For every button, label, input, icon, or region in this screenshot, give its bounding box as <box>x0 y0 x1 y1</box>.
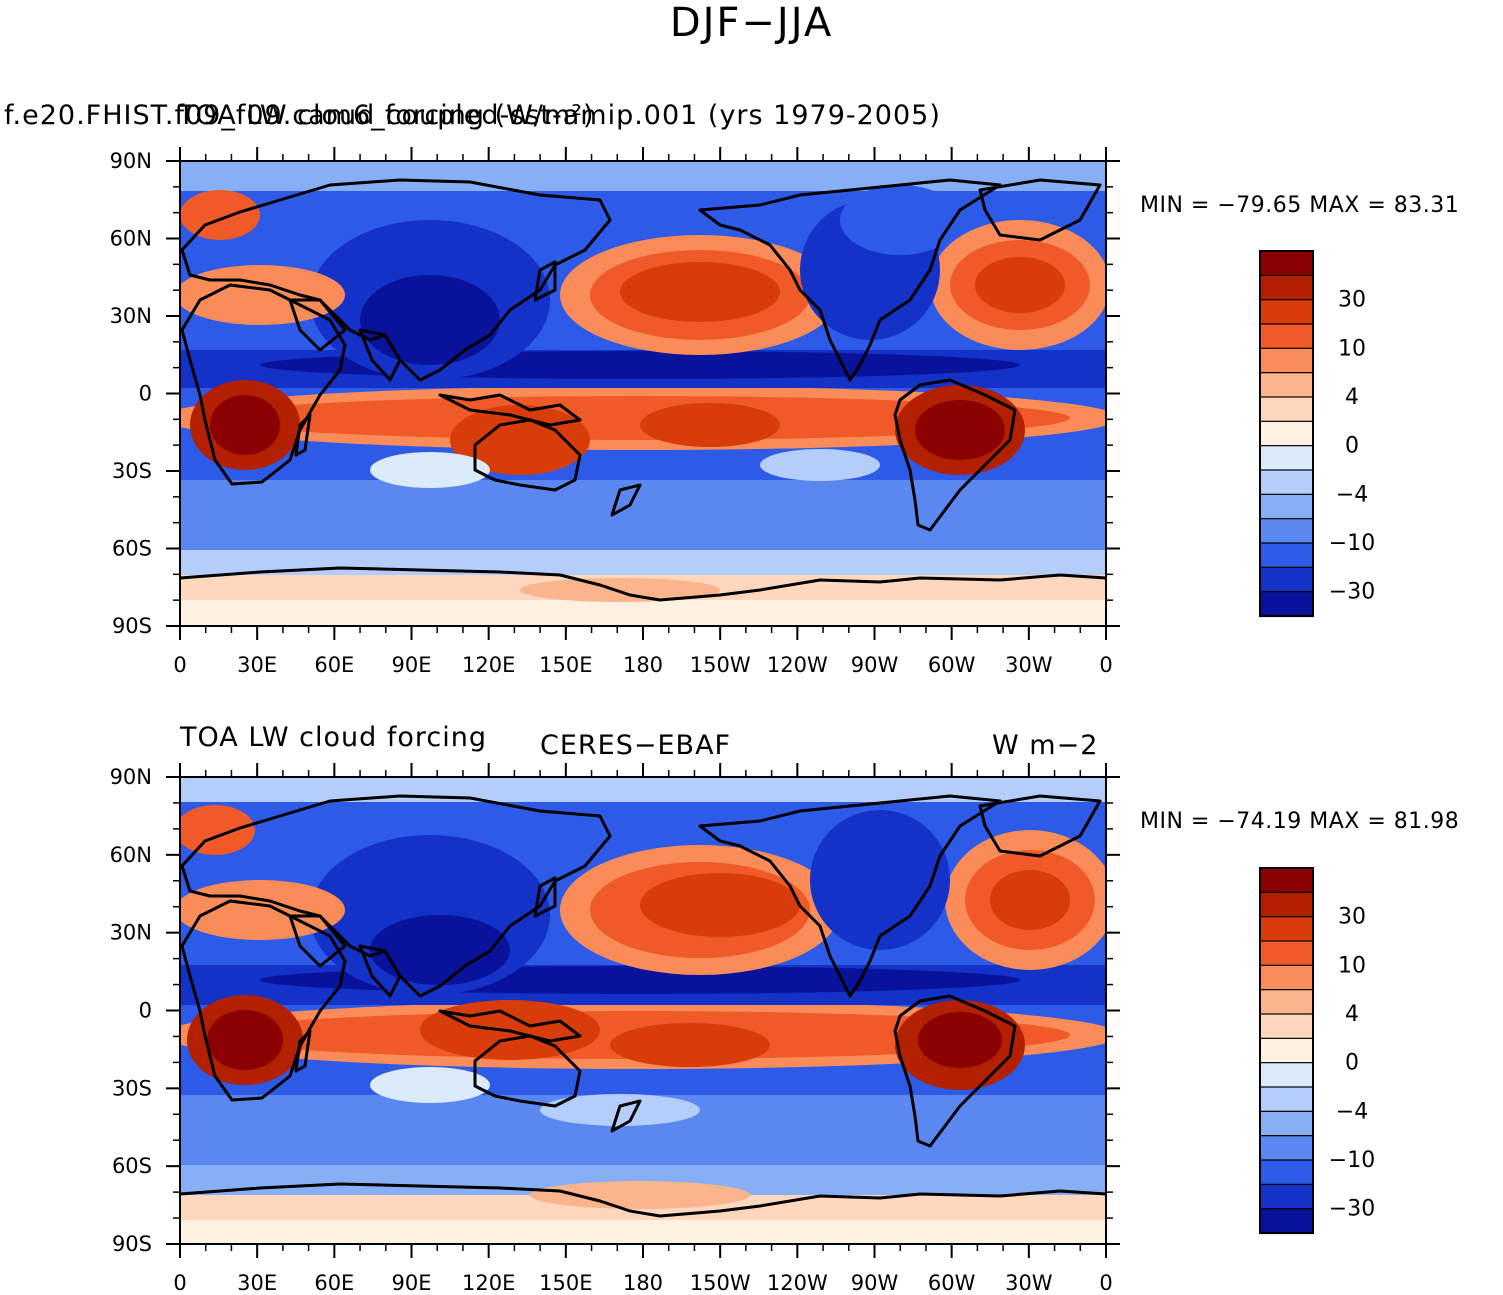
panel2-center-title: CERES−EBAF <box>540 730 732 761</box>
lon-label: 60W <box>928 1271 976 1295</box>
colorbar-swatch <box>1259 1037 1314 1064</box>
lat-label: 30S <box>112 1076 152 1100</box>
lon-label: 0 <box>1099 1271 1112 1295</box>
colorbar-swatch <box>1259 542 1314 569</box>
colorbar-swatch <box>1259 347 1314 374</box>
lon-label: 60E <box>314 653 354 677</box>
lat-label: 60N <box>110 843 152 867</box>
colorbar-label: −4 <box>1336 482 1368 507</box>
lon-label: 0 <box>1099 653 1112 677</box>
colorbar-swatch <box>1259 250 1314 277</box>
colorbar-swatch <box>1259 1013 1314 1040</box>
colorbar-swatch <box>1259 591 1314 618</box>
colorbar-swatch <box>1259 445 1314 472</box>
colorbar-frame <box>1259 867 1314 1234</box>
colorbar-label: −10 <box>1329 531 1375 556</box>
panel2-map <box>180 777 1106 1244</box>
colorbar-swatch <box>1259 1135 1314 1162</box>
panel1-map <box>180 161 1106 626</box>
lon-label: 150W <box>690 1271 751 1295</box>
lon-label: 120E <box>462 653 515 677</box>
lon-label: 30W <box>1005 653 1053 677</box>
lon-label: 0 <box>173 1271 186 1295</box>
colorbar-swatch <box>1259 323 1314 350</box>
lat-label: 90N <box>110 149 152 173</box>
colorbar-swatch <box>1259 940 1314 967</box>
colorbar-swatch <box>1259 989 1314 1016</box>
panel2-right-title: W m−2 <box>992 730 1099 761</box>
panel2-minmax: MIN = −74.19 MAX = 81.98 <box>1140 809 1460 834</box>
colorbar-label: 30 <box>1338 288 1366 313</box>
colorbar-swatch <box>1259 916 1314 943</box>
colorbar-swatch <box>1259 1159 1314 1186</box>
lon-label: 60W <box>928 653 976 677</box>
lon-label: 90E <box>392 1271 432 1295</box>
lon-label: 150W <box>690 653 751 677</box>
colorbar-label: −4 <box>1336 1099 1368 1124</box>
colorbar-swatch <box>1259 1086 1314 1113</box>
colorbar-swatch <box>1259 274 1314 301</box>
lat-label: 0 <box>139 382 152 406</box>
lon-label: 0 <box>173 653 186 677</box>
lon-label: 180 <box>623 1271 663 1295</box>
colorbar-swatch <box>1259 867 1314 894</box>
lon-label: 30E <box>237 653 277 677</box>
colorbar-label: 10 <box>1338 953 1366 978</box>
lat-label: 30N <box>110 304 152 328</box>
lon-label: 180 <box>623 653 663 677</box>
colorbar-swatch <box>1259 518 1314 545</box>
colorbar-label: −30 <box>1329 1197 1375 1222</box>
lat-label: 90S <box>112 1232 152 1256</box>
panel1-variable-title: TOA LW cloud forcing (W/m²) <box>178 100 595 131</box>
lat-label: 60S <box>112 1154 152 1178</box>
colorbar-label: −10 <box>1329 1148 1375 1173</box>
lon-label: 120E <box>462 1271 515 1295</box>
lon-label: 60E <box>314 1271 354 1295</box>
panel1-left-title: f.e20.FHIST.f09_f09.cam6_coupled-sst-ami… <box>4 100 941 131</box>
lon-label: 120W <box>767 653 828 677</box>
colorbar-swatch <box>1259 1183 1314 1210</box>
lat-label: 30N <box>110 921 152 945</box>
colorbar-frame <box>1259 250 1314 617</box>
lon-label: 150E <box>539 653 592 677</box>
colorbar-swatch <box>1259 469 1314 496</box>
colorbar-swatch <box>1259 1062 1314 1089</box>
colorbar-swatch <box>1259 891 1314 918</box>
colorbar-swatch <box>1259 1110 1314 1137</box>
colorbar-label: 0 <box>1345 434 1359 459</box>
colorbar-label: −30 <box>1329 580 1375 605</box>
colorbar-swatch <box>1259 299 1314 326</box>
figure-title: DJF−JJA <box>669 0 834 46</box>
lat-label: 30S <box>112 459 152 483</box>
colorbar-swatch <box>1259 566 1314 593</box>
colorbar-label: 4 <box>1345 1002 1359 1027</box>
panel2-left-title: TOA LW cloud forcing <box>180 722 487 753</box>
lon-label: 150E <box>539 1271 592 1295</box>
lat-label: 60N <box>110 227 152 251</box>
colorbar-swatch <box>1259 493 1314 520</box>
lon-label: 90W <box>851 1271 899 1295</box>
colorbar-label: 4 <box>1345 385 1359 410</box>
lon-label: 30W <box>1005 1271 1053 1295</box>
lon-label: 30E <box>237 1271 277 1295</box>
lat-label: 90S <box>112 614 152 638</box>
colorbar-swatch <box>1259 420 1314 447</box>
colorbar-label: 30 <box>1338 905 1366 930</box>
lat-label: 90N <box>110 765 152 789</box>
lon-label: 90E <box>392 653 432 677</box>
colorbar-swatch <box>1259 396 1314 423</box>
lat-label: 0 <box>139 999 152 1023</box>
colorbar-swatch <box>1259 372 1314 399</box>
panel1-minmax: MIN = −79.65 MAX = 83.31 <box>1140 193 1460 218</box>
lon-label: 90W <box>851 653 899 677</box>
colorbar-swatch <box>1259 964 1314 991</box>
colorbar-label: 10 <box>1338 336 1366 361</box>
lon-label: 120W <box>767 1271 828 1295</box>
colorbar-swatch <box>1259 1208 1314 1235</box>
lat-label: 60S <box>112 537 152 561</box>
colorbar-label: 0 <box>1345 1051 1359 1076</box>
